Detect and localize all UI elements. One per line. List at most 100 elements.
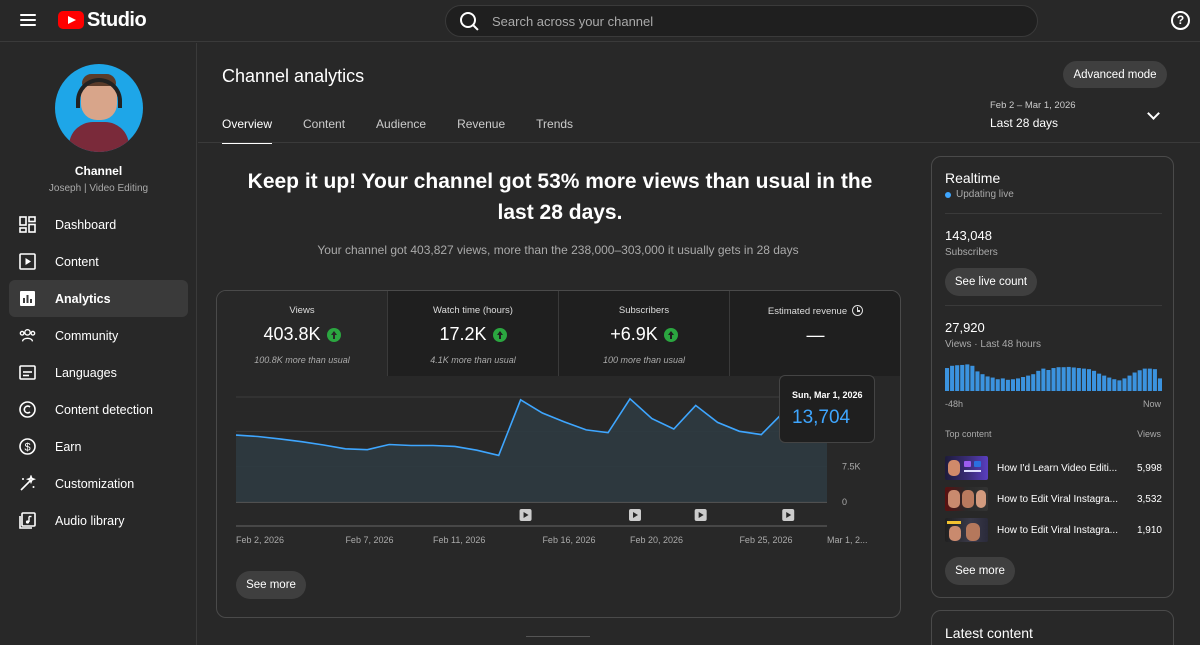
realtime-bar[interactable] <box>1015 378 1021 391</box>
metric-watch-time[interactable]: Watch time (hours) 17.2K 4.1K more than … <box>388 291 559 376</box>
sidebar-item-community[interactable]: Community <box>9 317 188 354</box>
realtime-bar[interactable] <box>1026 375 1031 391</box>
views-line <box>235 397 828 457</box>
realtime-subscribers-label: Subscribers <box>945 247 998 258</box>
sidebar-item-content-detection[interactable]: Content detection <box>9 391 188 428</box>
tab-content[interactable]: Content <box>303 117 346 131</box>
realtime-bar[interactable] <box>1097 373 1102 391</box>
sidebar-item-audio-library[interactable]: Audio library <box>9 502 188 539</box>
realtime-bar[interactable] <box>1137 370 1142 391</box>
sidebar-item-analytics[interactable]: Analytics <box>9 280 188 317</box>
search-icon[interactable] <box>454 6 492 36</box>
realtime-bar[interactable] <box>1051 368 1056 391</box>
views-area <box>236 398 827 502</box>
metric-subscribers[interactable]: Subscribers +6.9K 100 more than usual <box>559 291 730 376</box>
realtime-bar[interactable] <box>1005 379 1010 391</box>
video-marker-icon[interactable] <box>782 509 795 521</box>
x-tick-label: Feb 25, 2026 <box>739 535 792 545</box>
realtime-bar[interactable] <box>1092 370 1097 391</box>
realtime-bar[interactable] <box>1056 367 1061 391</box>
metric-estimated-revenue[interactable]: Estimated revenue — <box>730 291 900 376</box>
realtime-bar[interactable] <box>980 374 985 391</box>
menu-icon[interactable] <box>20 13 38 27</box>
realtime-bar[interactable] <box>1086 369 1092 391</box>
realtime-subscribers: 143,048 <box>945 228 992 243</box>
realtime-bar[interactable] <box>1132 372 1137 391</box>
realtime-bar[interactable] <box>1142 368 1147 391</box>
realtime-bar[interactable] <box>975 371 980 391</box>
realtime-bar[interactable] <box>1127 375 1132 391</box>
date-range-selector[interactable]: Feb 2 – Mar 1, 2026 Last 28 days <box>990 100 1170 132</box>
list-item[interactable]: How I'd Learn Video Editi... 5,998 <box>945 456 1162 480</box>
tab-trends[interactable]: Trends <box>536 117 574 131</box>
advanced-mode-button[interactable]: Advanced mode <box>1063 61 1167 88</box>
top-content-see-more-button[interactable]: See more <box>945 557 1015 585</box>
search-bar[interactable] <box>445 5 1038 37</box>
tab-audience[interactable]: Audience <box>376 117 427 131</box>
realtime-bar[interactable] <box>950 365 955 391</box>
realtime-bar[interactable] <box>1081 368 1086 391</box>
date-range-label: Last 28 days <box>990 116 1059 130</box>
realtime-bar[interactable] <box>1000 378 1005 391</box>
realtime-bar[interactable] <box>1066 366 1071 391</box>
help-icon[interactable]: ? <box>1171 11 1190 30</box>
video-marker-icon[interactable] <box>694 509 707 521</box>
realtime-bar[interactable] <box>1107 377 1112 391</box>
realtime-bar[interactable] <box>1076 368 1081 391</box>
metric-views[interactable]: Views 403.8K 100.8K more than usual <box>217 291 388 376</box>
y-tick-label: 0 <box>842 497 847 507</box>
metric-tabs: Views 403.8K 100.8K more than usual Watc… <box>217 291 900 376</box>
youtube-logo-icon <box>58 11 84 29</box>
svg-text:$: $ <box>24 442 30 454</box>
realtime-bar-chart[interactable] <box>945 363 1162 391</box>
realtime-bar[interactable] <box>960 364 965 391</box>
see-live-count-button[interactable]: See live count <box>945 268 1037 296</box>
search-input[interactable] <box>492 13 1012 29</box>
realtime-bar[interactable] <box>1041 368 1046 391</box>
avatar[interactable] <box>55 64 143 152</box>
realtime-bar[interactable] <box>1152 369 1157 391</box>
list-item[interactable]: How to Edit Viral Instagra... 1,910 <box>945 518 1162 542</box>
realtime-bar[interactable] <box>970 365 975 391</box>
realtime-bar[interactable] <box>945 368 950 391</box>
realtime-bar[interactable] <box>1010 379 1015 391</box>
community-icon <box>19 327 36 344</box>
sidebar-item-customization[interactable]: Customization <box>9 465 188 502</box>
video-marker-icon[interactable] <box>629 509 641 521</box>
realtime-bar[interactable] <box>965 364 970 391</box>
video-marker-icon[interactable] <box>519 509 532 521</box>
realtime-bar[interactable] <box>1157 378 1162 391</box>
chart-see-more-button[interactable]: See more <box>236 571 306 599</box>
sidebar-item-earn[interactable]: $ Earn <box>9 428 188 465</box>
sidebar-item-dashboard[interactable]: Dashboard <box>9 206 188 243</box>
analytics-tabs: Overview Content Audience Revenue Trends <box>222 117 604 144</box>
realtime-bar[interactable] <box>1031 374 1036 391</box>
realtime-bar[interactable] <box>990 377 995 391</box>
realtime-bar[interactable] <box>1112 379 1117 391</box>
realtime-bar[interactable] <box>1117 380 1122 391</box>
realtime-bar[interactable] <box>1046 370 1051 391</box>
realtime-bar[interactable] <box>1122 378 1127 391</box>
sidebar-item-languages[interactable]: Languages <box>9 354 188 391</box>
sidebar: Channel Joseph | Video Editing Dashboard… <box>0 43 197 645</box>
tab-revenue[interactable]: Revenue <box>457 117 506 131</box>
realtime-bar[interactable] <box>995 379 1000 391</box>
realtime-bar[interactable] <box>1102 375 1107 391</box>
studio-logo[interactable]: Studio <box>58 9 147 31</box>
video-thumbnail <box>945 518 988 542</box>
realtime-bar[interactable] <box>1061 367 1066 391</box>
realtime-bar[interactable] <box>1071 367 1076 391</box>
y-tick-label: 7.5K <box>842 462 861 472</box>
sidebar-item-label: Community <box>55 328 119 343</box>
sidebar-item-content[interactable]: Content <box>9 243 188 280</box>
realtime-bar[interactable] <box>955 365 960 391</box>
sidebar-item-label: Earn <box>55 439 82 454</box>
realtime-bar[interactable] <box>1147 368 1152 391</box>
realtime-bar[interactable] <box>985 376 990 391</box>
languages-icon <box>19 364 36 381</box>
arrow-up-icon <box>663 327 678 342</box>
realtime-bar[interactable] <box>1021 377 1026 391</box>
tab-overview[interactable]: Overview <box>222 117 273 144</box>
list-item[interactable]: How to Edit Viral Instagra... 3,532 <box>945 487 1162 511</box>
realtime-bar[interactable] <box>1036 370 1041 391</box>
